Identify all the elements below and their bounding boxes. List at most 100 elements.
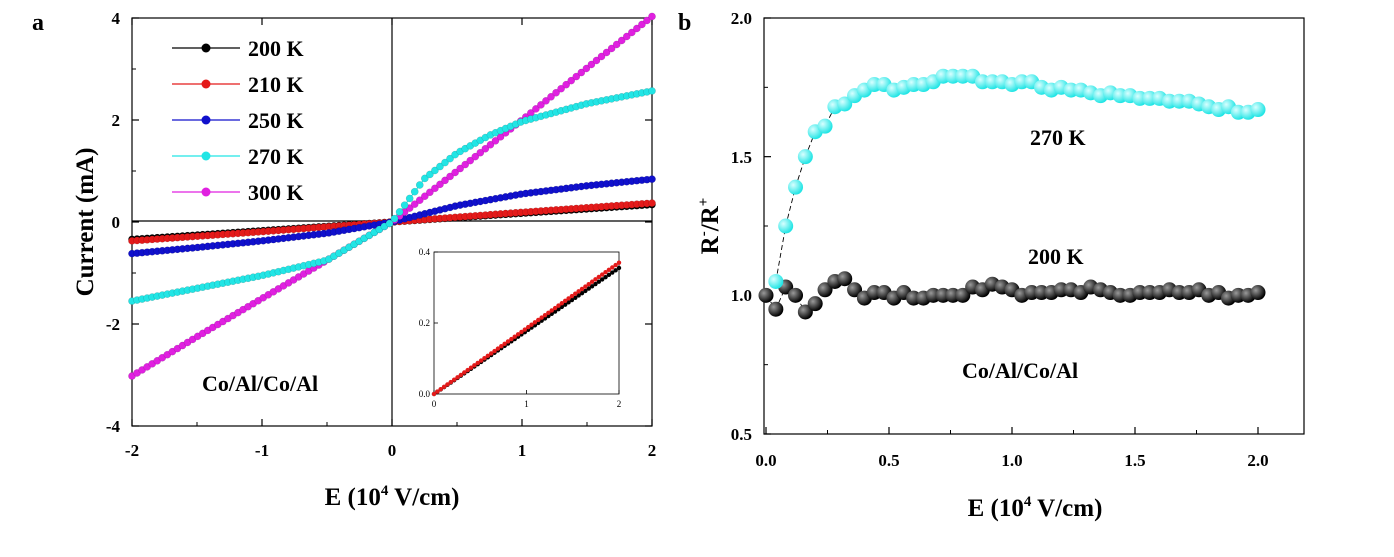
data-point bbox=[648, 199, 656, 207]
data-point bbox=[537, 101, 545, 109]
inset-data-point bbox=[599, 272, 605, 277]
data-point bbox=[788, 287, 804, 303]
data-point bbox=[542, 97, 550, 105]
data-point bbox=[476, 148, 485, 157]
panel-b-series bbox=[758, 68, 1266, 320]
data-point bbox=[456, 164, 464, 173]
data-point bbox=[405, 194, 414, 203]
data-point bbox=[385, 219, 394, 228]
panel-a-xtick: -2 bbox=[125, 441, 139, 460]
panel-b-xtick: 1.5 bbox=[1124, 451, 1145, 470]
inset-data-point bbox=[583, 288, 588, 294]
data-point bbox=[486, 140, 495, 149]
inset-data-point bbox=[475, 360, 480, 366]
inset-data-point bbox=[610, 270, 615, 275]
panel-b-xlabel: E (104 V/cm) bbox=[968, 494, 1103, 522]
data-point bbox=[648, 87, 656, 95]
inset-data-point bbox=[465, 367, 470, 373]
data-point bbox=[768, 273, 784, 289]
panel-b-ytick: 2.0 bbox=[731, 9, 752, 28]
legend-label: 270 K bbox=[248, 144, 304, 169]
inset-data-point bbox=[562, 298, 568, 304]
data-point bbox=[431, 166, 439, 175]
inset-data-point bbox=[478, 358, 484, 363]
data-point bbox=[395, 208, 404, 216]
inset-data-point bbox=[586, 281, 591, 287]
panel-b-ytick: 0.5 bbox=[731, 425, 752, 444]
inset-data-point bbox=[579, 290, 585, 296]
data-point bbox=[592, 56, 601, 65]
inset-data-point bbox=[512, 334, 517, 339]
data-point bbox=[837, 96, 853, 112]
inset-data-point bbox=[596, 274, 602, 280]
inset-frame bbox=[433, 251, 620, 395]
inset-data-point bbox=[589, 284, 595, 289]
inset-ytick: 0.0 bbox=[419, 389, 431, 399]
inset-series bbox=[431, 260, 622, 397]
inset-data-point bbox=[502, 341, 507, 347]
label-200k: 200 K bbox=[1028, 244, 1084, 269]
panel-b-xtick: 2.0 bbox=[1247, 451, 1268, 470]
data-point bbox=[643, 16, 651, 25]
legend-entry-270k: 270 K bbox=[172, 144, 304, 169]
inset-data-point bbox=[482, 355, 487, 361]
inset-data-point bbox=[552, 309, 558, 314]
legend-marker bbox=[201, 151, 211, 161]
legend-marker bbox=[201, 43, 211, 53]
inset-data-point bbox=[542, 312, 548, 318]
inset-data-point bbox=[448, 379, 454, 385]
inset-data-point bbox=[532, 320, 538, 325]
data-point bbox=[648, 175, 656, 183]
series-270k bbox=[128, 87, 656, 305]
data-point bbox=[400, 201, 409, 209]
data-point bbox=[602, 48, 611, 57]
inset-data-point bbox=[499, 344, 504, 349]
inset-data-point bbox=[593, 281, 598, 287]
panel-a-ytick: 2 bbox=[112, 111, 121, 130]
panel-a-xlabel: E (104 V/cm) bbox=[325, 483, 460, 511]
data-point bbox=[622, 32, 631, 41]
data-point bbox=[597, 52, 606, 61]
inset-data-point bbox=[542, 316, 548, 321]
inset-xtick: 2 bbox=[617, 399, 622, 409]
inset-data-point bbox=[431, 391, 437, 397]
inset-data-point bbox=[596, 279, 602, 284]
data-point bbox=[481, 144, 490, 153]
panel-b-ylabel: R-/R+ bbox=[696, 198, 724, 255]
data-point bbox=[471, 152, 480, 161]
panel-a-xtick: 2 bbox=[648, 441, 657, 460]
inset-ytick: 0.4 bbox=[419, 247, 431, 257]
data-point bbox=[441, 176, 449, 185]
series-250k bbox=[128, 175, 656, 258]
data-point bbox=[426, 188, 434, 197]
panel-a-xtick: -1 bbox=[255, 441, 269, 460]
inset-data-point bbox=[536, 317, 541, 323]
data-point bbox=[431, 184, 439, 193]
data-point bbox=[633, 24, 641, 33]
data-point bbox=[797, 304, 813, 320]
panel-b-ytick: 1.5 bbox=[731, 148, 752, 167]
inset-data-point bbox=[492, 348, 497, 354]
panel-b-ytick: 1.0 bbox=[731, 286, 752, 305]
inset-data-point bbox=[599, 277, 605, 282]
inset-data-point bbox=[546, 310, 551, 316]
inset-data-point bbox=[539, 315, 544, 320]
inset-data-point bbox=[573, 291, 578, 296]
inset-data-point bbox=[616, 265, 622, 271]
data-point bbox=[562, 80, 570, 89]
inset-data-point bbox=[569, 293, 575, 299]
inset-data-point bbox=[519, 329, 524, 335]
data-point bbox=[491, 136, 500, 145]
panel-a-ytick: -2 bbox=[106, 315, 120, 334]
panel-a-sample-label: Co/Al/Co/Al bbox=[202, 371, 318, 396]
data-point bbox=[415, 181, 424, 189]
data-point bbox=[797, 149, 813, 165]
panel-b-letter: b bbox=[678, 10, 691, 36]
inset-data-point bbox=[583, 284, 588, 289]
inset-data-point bbox=[445, 382, 450, 387]
data-point bbox=[410, 187, 419, 196]
data-point bbox=[847, 282, 863, 298]
inset-data-point bbox=[586, 286, 591, 291]
data-point bbox=[547, 92, 555, 101]
